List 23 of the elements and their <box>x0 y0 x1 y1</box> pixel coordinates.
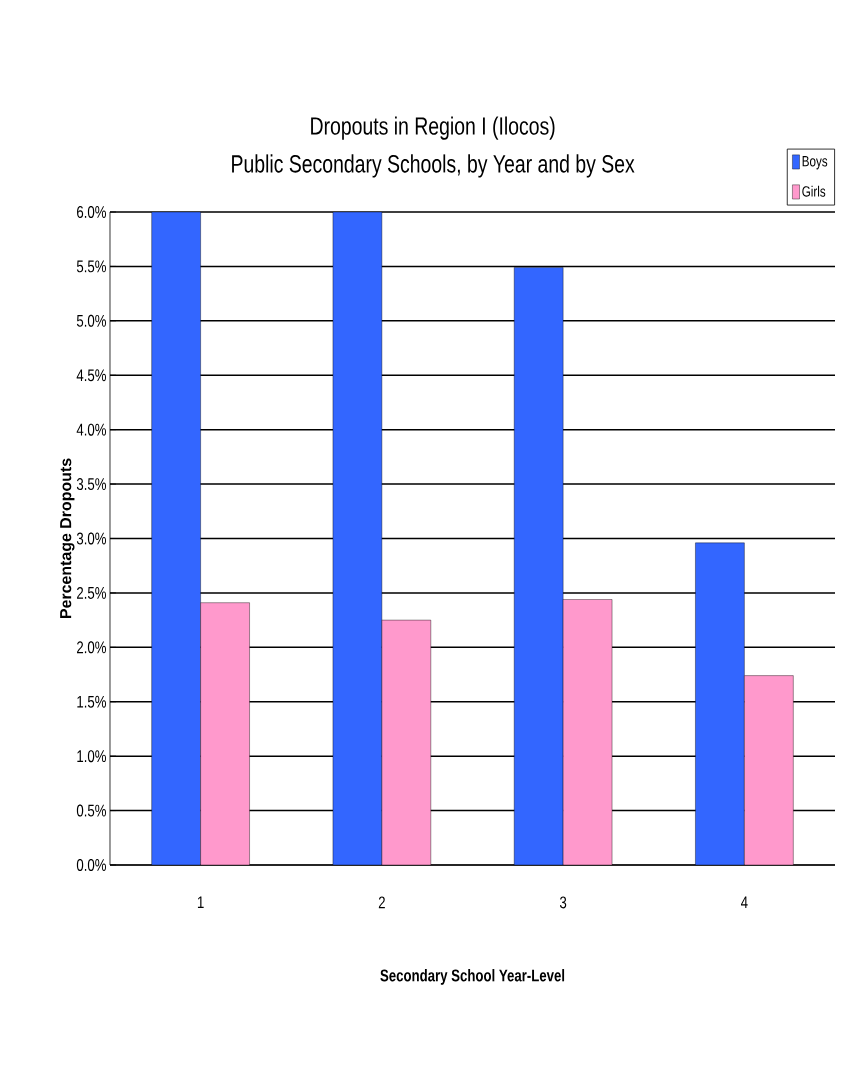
chart-subtitle: Public Secondary Schools, by Year and by Sex <box>232 154 635 178</box>
x-axis-title: Secondary School Year-Level <box>380 969 565 985</box>
y-tick-label: 2.5% <box>77 586 106 599</box>
y-tick-label: 1.5% <box>77 695 106 708</box>
y-tick-label: 2.0% <box>77 641 106 654</box>
y-tick-label: 3.5% <box>76 478 106 491</box>
y-tick-label: 5.0% <box>76 314 106 327</box>
x-tick-label: 4 <box>741 896 748 909</box>
y-tick-label: 4.5% <box>76 369 106 382</box>
y-tick-label: 5.5% <box>76 260 106 273</box>
x-tick-label: 1 <box>197 896 204 909</box>
legend-label: Girls <box>802 185 826 197</box>
y-tick-label: 0.5% <box>76 804 106 817</box>
legend-label: Boys <box>802 156 828 170</box>
x-tick-label: 2 <box>378 896 385 909</box>
x-tick-label: 3 <box>559 896 567 909</box>
y-tick-label: 0.0% <box>76 858 106 871</box>
y-tick-label: 3.0% <box>76 532 106 545</box>
y-tick-label: 6.0% <box>77 205 106 218</box>
y-axis-title: Percentage Dropouts <box>60 458 75 619</box>
y-tick-label: 4.0% <box>76 423 106 436</box>
chart-title: Dropouts in Region I (Ilocos) <box>311 116 555 140</box>
y-tick-label: 1.0% <box>77 750 106 763</box>
